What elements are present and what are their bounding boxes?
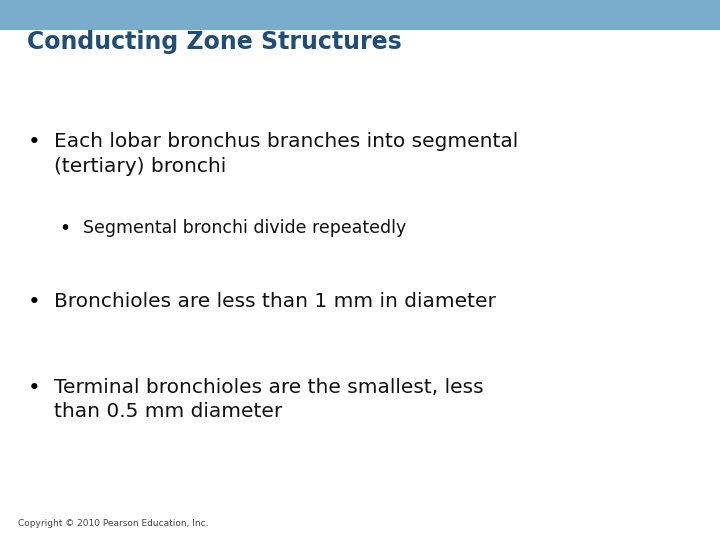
Text: Copyright © 2010 Pearson Education, Inc.: Copyright © 2010 Pearson Education, Inc. <box>18 519 209 528</box>
Text: Bronchioles are less than 1 mm in diameter: Bronchioles are less than 1 mm in diamet… <box>54 292 496 310</box>
Text: •: • <box>28 132 41 152</box>
Text: •: • <box>59 219 71 238</box>
Text: •: • <box>28 292 41 312</box>
Text: •: • <box>28 378 41 398</box>
Text: Terminal bronchioles are the smallest, less
than 0.5 mm diameter: Terminal bronchioles are the smallest, l… <box>54 378 484 421</box>
Text: Segmental bronchi divide repeatedly: Segmental bronchi divide repeatedly <box>83 219 406 237</box>
Bar <box>0 0 720 30</box>
Text: Conducting Zone Structures: Conducting Zone Structures <box>27 30 402 53</box>
Text: Each lobar bronchus branches into segmental
(tertiary) bronchi: Each lobar bronchus branches into segmen… <box>54 132 518 176</box>
